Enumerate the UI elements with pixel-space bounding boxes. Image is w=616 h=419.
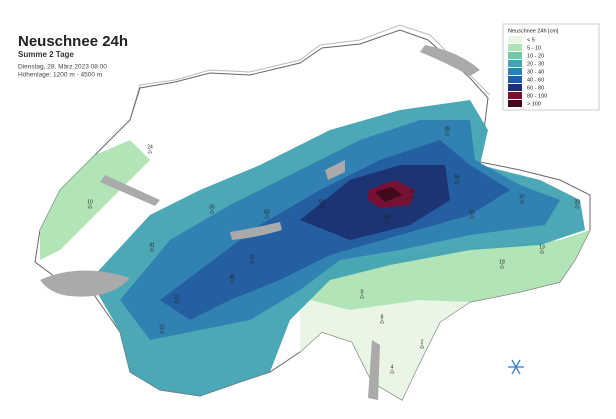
station-value: 33: [574, 199, 580, 205]
station-marker: [409, 194, 415, 199]
station-value: 66: [454, 174, 460, 180]
legend-swatch: [508, 92, 522, 99]
elevation: Höhenlage: 1200 m - 4500 m: [18, 72, 102, 79]
station-marker: [444, 131, 450, 136]
station-marker: [519, 199, 525, 204]
snow-zones: [40, 100, 590, 400]
station-marker: [359, 294, 365, 299]
legend-swatch: [508, 76, 522, 83]
legend-label: 10 - 20: [527, 53, 544, 59]
station-value: 35: [209, 204, 215, 210]
station-value: 62: [264, 209, 270, 215]
legend-label: < 5: [527, 37, 535, 43]
station-marker: [389, 369, 395, 374]
station-marker: [419, 344, 425, 349]
legend-swatch: [508, 68, 522, 75]
lake: [325, 160, 345, 180]
legend-swatch: [508, 60, 522, 67]
station-marker: [574, 204, 580, 209]
station-marker: [379, 319, 385, 324]
station-value: 4: [391, 364, 394, 370]
station-marker: [469, 214, 475, 219]
lake: [230, 222, 282, 240]
station-value: 22: [159, 324, 165, 330]
legend-label: 60 - 80: [527, 85, 544, 91]
legend: Neuschnee 24h [cm] < 5 5 - 10 10 - 20 20 - …: [502, 23, 600, 111]
snow-zone: [310, 230, 590, 310]
station-marker: [499, 264, 505, 269]
station-marker: [384, 219, 390, 224]
station-value: 18: [499, 259, 505, 265]
legend-swatch: [508, 84, 522, 91]
legend-label: 30 - 40: [527, 69, 544, 75]
date: Dienstag, 28. März 2023 08:00: [18, 64, 107, 71]
stations: 24 10 41 27 35 62 54 68 90 66 47 31 18 8 4 2 33 45 22 51 28 1…: [87, 126, 580, 374]
station-value: 54: [319, 199, 325, 205]
lake: [100, 175, 160, 206]
snow-zone: [375, 187, 402, 202]
station-value: 10: [87, 199, 93, 205]
snow-zone: [300, 280, 470, 400]
snow-zone: [40, 140, 150, 260]
station-value: 68: [384, 214, 390, 220]
station-value: 45: [229, 274, 235, 280]
station-value: 13: [539, 244, 545, 250]
legend-label: 5 - 10: [527, 45, 541, 51]
station-value: 28: [444, 126, 450, 132]
station-value: 90: [409, 189, 415, 195]
station-value: 31: [249, 254, 255, 260]
legend-label: 80 - 100: [527, 93, 547, 99]
station-marker: [319, 204, 325, 209]
station-value: 24: [147, 144, 153, 150]
snowflake-icon: [508, 359, 524, 375]
station-marker: [249, 259, 255, 264]
legend-swatch: [508, 44, 522, 51]
station-value: 0: [361, 289, 364, 295]
station-marker: [174, 299, 180, 304]
station-value: 27: [174, 294, 180, 300]
station-marker: [454, 179, 460, 184]
station-value: 47: [519, 194, 525, 200]
station-marker: [147, 149, 153, 154]
legend-swatch: [508, 52, 522, 59]
station-marker: [87, 204, 93, 209]
station-value: 41: [149, 242, 155, 248]
station-marker: [539, 249, 545, 254]
station-marker: [149, 247, 155, 252]
station-value: 51: [469, 209, 475, 215]
title: Neuschnee 24h: [18, 33, 128, 50]
legend-swatch: [508, 36, 522, 43]
legend-title: Neuschnee 24h [cm]: [508, 28, 559, 34]
lake: [368, 340, 380, 400]
lake: [40, 270, 130, 297]
legend-label: 40 - 60: [527, 77, 544, 83]
station-value: 2: [421, 339, 424, 345]
legend-label: > 100: [527, 101, 541, 107]
station-marker: [209, 209, 215, 214]
subtitle: Summe 2 Tage: [18, 50, 74, 59]
station-value: 8: [381, 314, 384, 320]
legend-swatch: [508, 100, 522, 107]
station-marker: [229, 279, 235, 284]
station-marker: [264, 214, 270, 219]
lake: [420, 45, 480, 76]
legend-label: 20 - 30: [527, 61, 544, 67]
station-marker: [159, 329, 165, 334]
